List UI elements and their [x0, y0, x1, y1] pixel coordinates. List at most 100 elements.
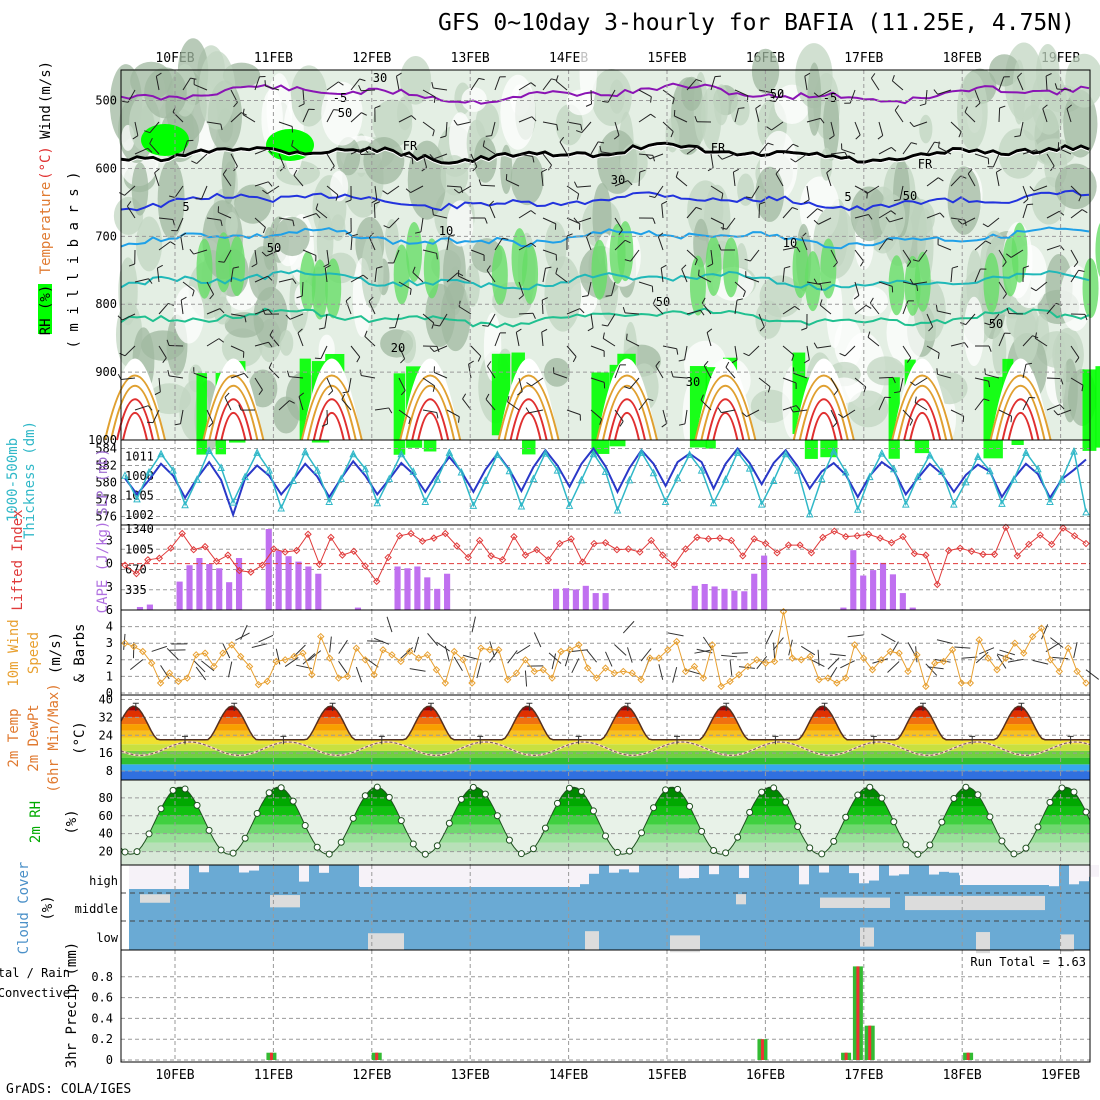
slp-marker: [253, 448, 261, 456]
wind-barb: [193, 249, 208, 255]
wind-barb: [590, 345, 605, 352]
cape-bar: [285, 556, 292, 610]
cloud-clear-high: [1079, 865, 1089, 882]
wind-speed-marker: [201, 649, 209, 657]
precip-frame: [120, 949, 1091, 1063]
wind-barb-flag: [1034, 332, 1038, 339]
wind-speed-marker: [664, 646, 672, 654]
temp-tick: 24: [99, 728, 113, 742]
wind-barb: [1056, 88, 1072, 91]
rh-marker: [962, 783, 970, 791]
rh-tick: 20: [99, 845, 113, 859]
surface-isotherm: [596, 374, 658, 441]
rh-marker: [722, 849, 730, 857]
rh-marker: [517, 850, 525, 858]
rh-marker: [854, 791, 862, 799]
thickness-tick: 576: [95, 510, 117, 524]
wind-speed-marker: [957, 679, 966, 687]
wind-barb-flag: [411, 115, 417, 120]
rh-marker: [205, 826, 213, 834]
rh-marker: [409, 840, 417, 848]
li-marker: [395, 532, 404, 540]
rh-marker: [577, 787, 585, 795]
date-label-bottom: 18FEB: [943, 1068, 982, 1083]
li-marker: [887, 539, 896, 547]
wind-barb-flag: [1066, 104, 1072, 109]
rh-moist-band: [229, 236, 246, 297]
wind-barb: [1070, 345, 1080, 358]
wind-barb: [774, 89, 784, 102]
wind-speed-marker: [219, 649, 227, 657]
surface-wind-barb: [571, 649, 588, 652]
slp-marker: [637, 448, 646, 456]
slp-marker: [757, 499, 766, 508]
cape-bar: [761, 555, 768, 610]
wind-speed-marker: [735, 671, 743, 679]
slp-marker: [889, 464, 898, 473]
wind-speed-marker: [913, 651, 921, 659]
wind-barb-flag: [912, 259, 919, 262]
slp-marker: [625, 475, 634, 484]
wind-barb: [422, 121, 435, 131]
wind-barb: [866, 185, 880, 194]
wind-barb: [674, 115, 688, 123]
wind-barb-flag: [453, 188, 460, 194]
rh-blob: [1013, 310, 1039, 365]
pressure-tick: 700: [95, 229, 117, 243]
slp-marker: [1070, 446, 1078, 455]
wind-barb-flag: [358, 148, 362, 155]
wind-barb: [168, 344, 184, 347]
wind-barb: [433, 87, 448, 91]
cloud-clear-high: [129, 865, 189, 889]
slp-marker: [121, 471, 129, 479]
wind-barb: [804, 76, 808, 91]
precip-bar-convective: [844, 1052, 848, 1060]
wind-barb-flag: [759, 201, 766, 205]
surface-isotherm: [208, 385, 259, 441]
wind-barb-flag: [486, 361, 492, 367]
wind-barb: [684, 345, 688, 360]
wind-barb-flag: [695, 78, 702, 82]
wind-barb: [1022, 149, 1037, 155]
rh-blob: [276, 160, 320, 186]
wind-barb: [291, 145, 304, 155]
wind-barb-flag: [530, 82, 537, 87]
surface-wind-barb: [800, 645, 816, 656]
wind-barb: [542, 217, 556, 225]
li-marker: [647, 536, 655, 545]
rh-marker: [229, 849, 237, 857]
wind-barb: [830, 377, 839, 391]
wind-speed-marker: [272, 657, 280, 666]
temp-band: [121, 737, 1090, 745]
wind-barb-flag: [1023, 265, 1030, 269]
wind-barb-flag: [983, 398, 990, 402]
slp-marker: [217, 463, 225, 471]
cape-bar: [216, 568, 223, 610]
wind-barb-flag: [801, 327, 808, 331]
rh-moist-band: [406, 221, 423, 282]
surface-isotherm: [694, 374, 757, 441]
slp-marker: [733, 448, 742, 456]
wind-barb-flag: [701, 297, 706, 304]
cloud-middle-gap: [905, 895, 1045, 911]
wind-barb: [566, 345, 577, 357]
wind-barb-flag: [432, 385, 436, 392]
li-marker: [361, 562, 369, 570]
cloud-middle-gap: [270, 895, 300, 908]
wind-barb-flag: [869, 297, 874, 304]
slp-marker: [601, 467, 610, 475]
li-marker: [636, 548, 644, 556]
rh-contour-label: 50: [770, 87, 784, 101]
surface-wind-barb: [925, 663, 938, 676]
slp-marker: [157, 449, 165, 458]
wind-barb: [998, 409, 1012, 417]
cape-bar: [196, 558, 203, 610]
cape-bar: [582, 585, 589, 610]
pressure-tick: 1000: [88, 433, 117, 447]
rh-blob: [693, 218, 709, 268]
wind-barb: [614, 364, 621, 379]
wind-barb-flag: [772, 92, 775, 99]
surface-isotherm: [405, 385, 456, 441]
surface-wind-barb: [817, 649, 820, 666]
wind-barb: [974, 268, 981, 283]
